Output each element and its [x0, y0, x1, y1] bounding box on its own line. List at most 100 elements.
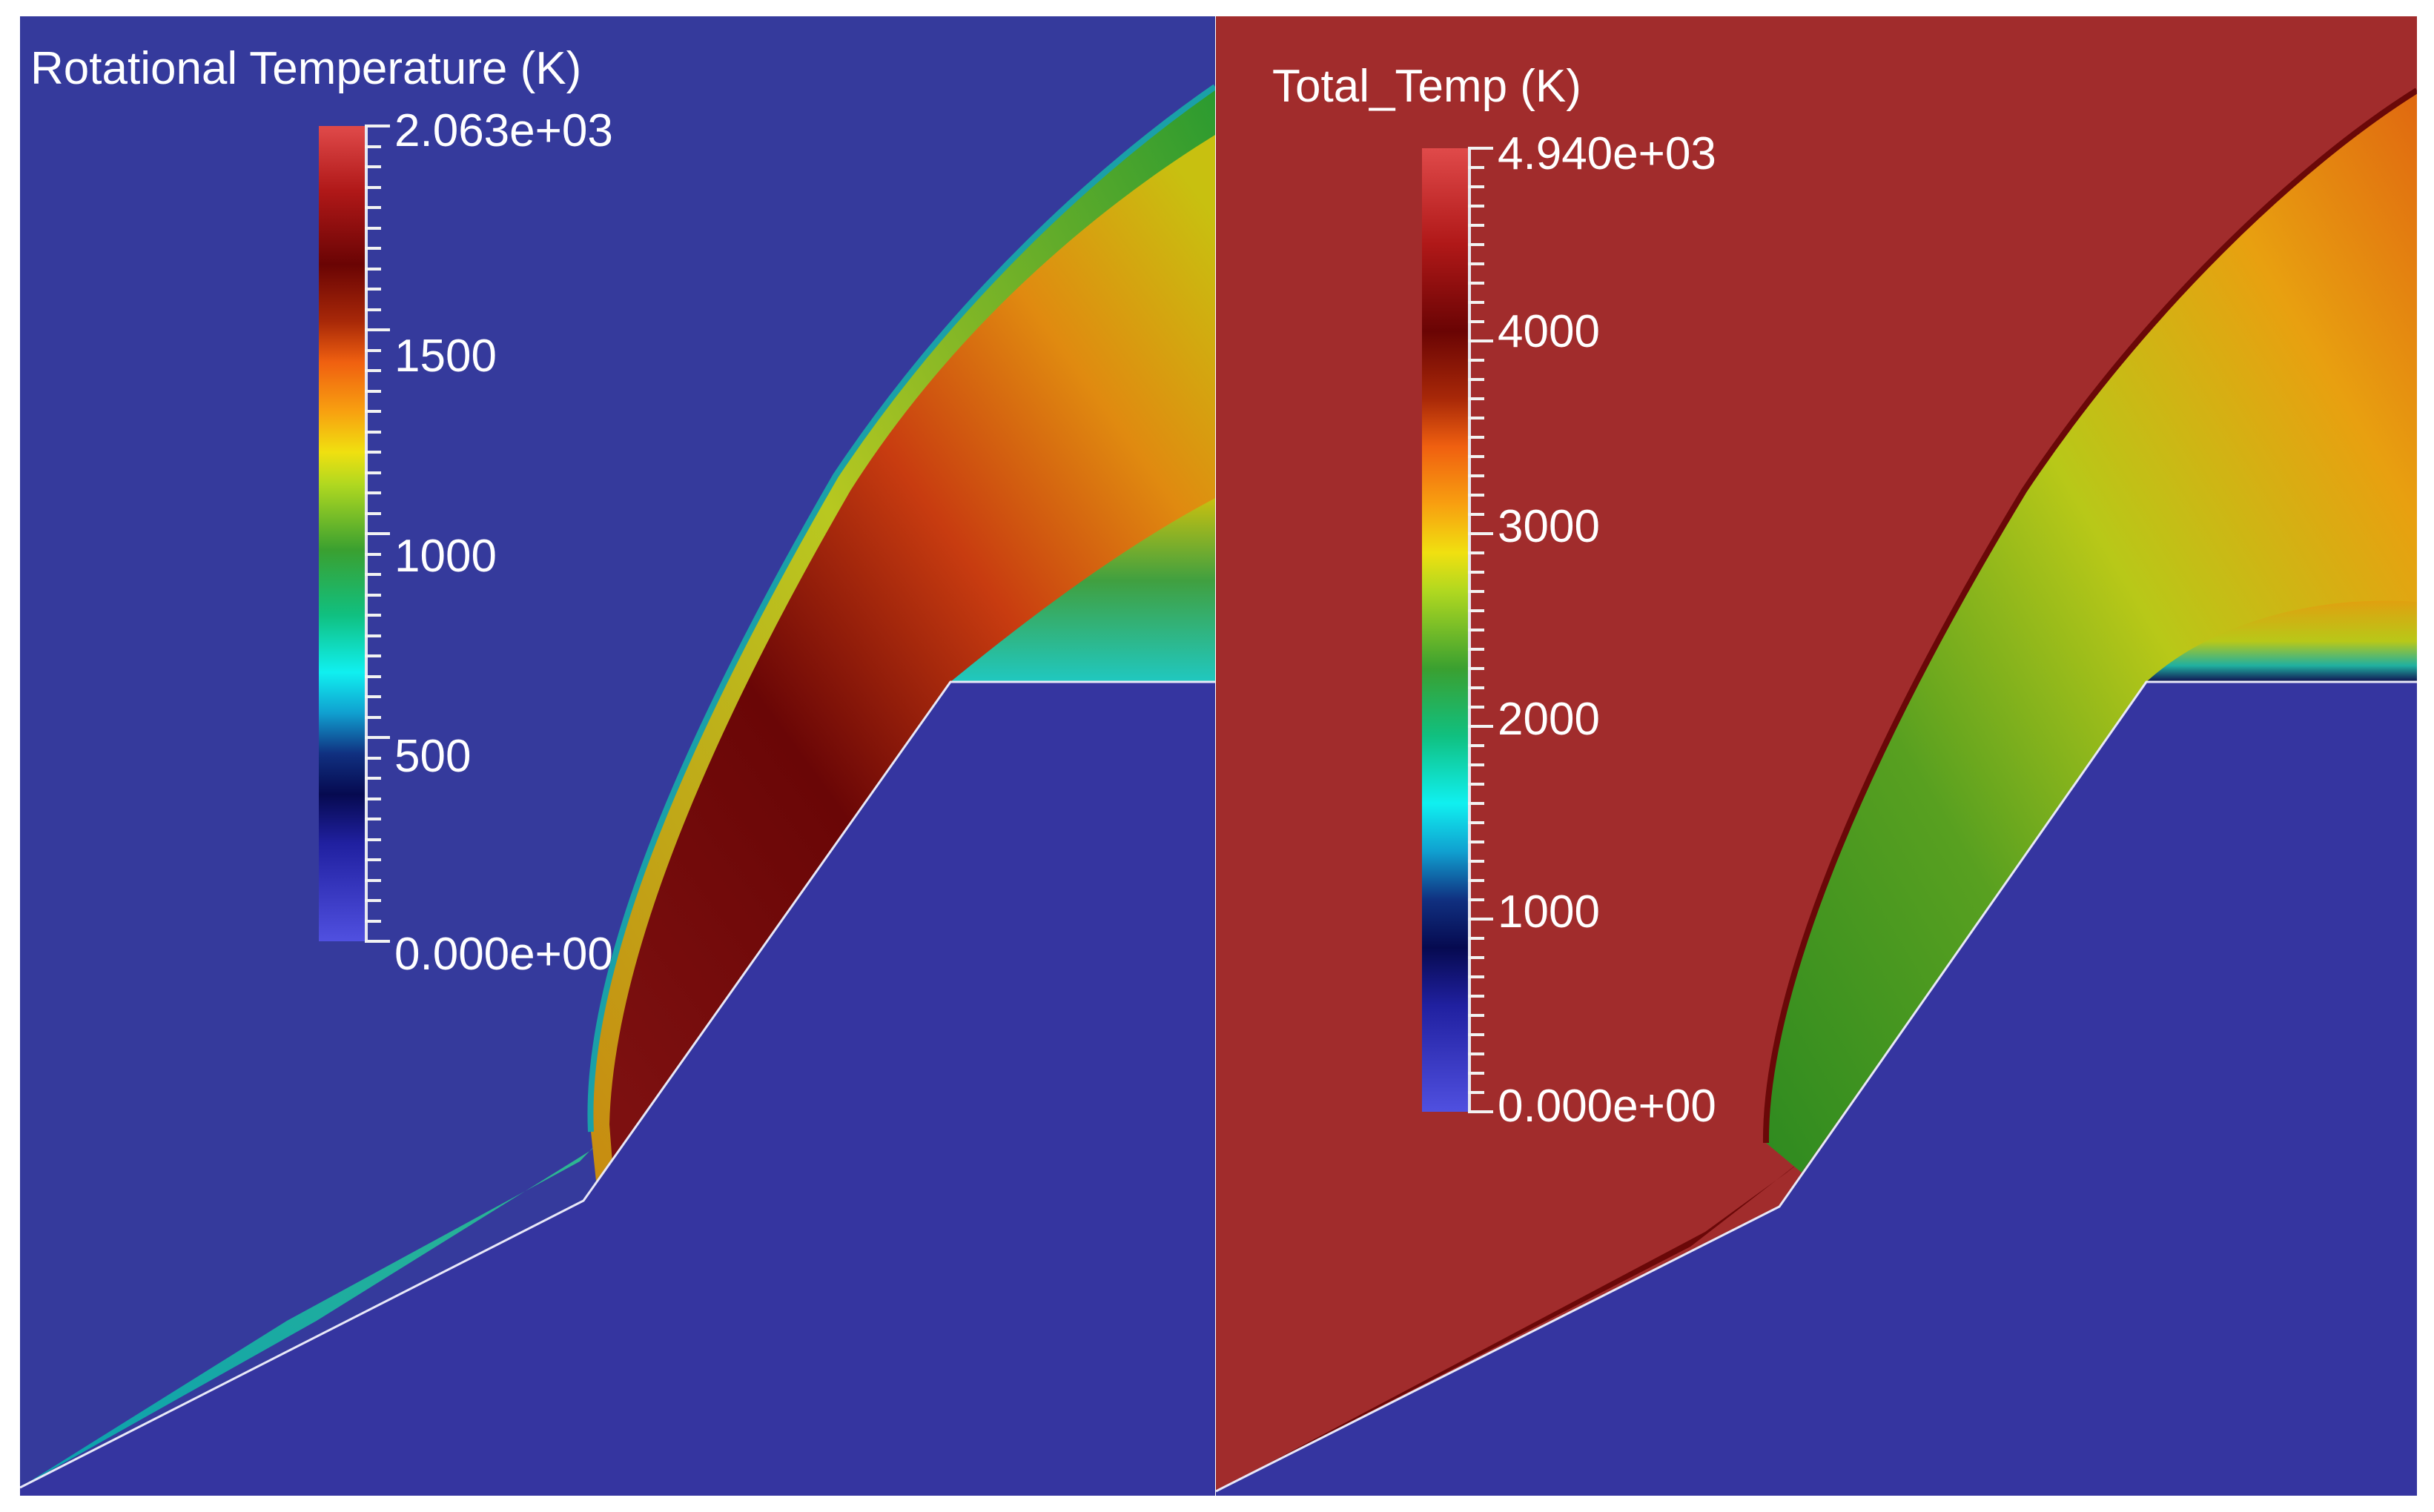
colorbar-tick [365, 797, 381, 800]
colorbar-tick [1468, 744, 1484, 747]
total-colorbar-label-3000: 3000 [1498, 501, 1600, 552]
colorbar-tick [365, 165, 381, 168]
colorbar-tick [1468, 532, 1493, 535]
colorbar-tick [1468, 995, 1484, 998]
colorbar-tick [1468, 147, 1493, 150]
colorbar-tick [365, 777, 381, 780]
colorbar-tick [1468, 802, 1484, 805]
colorbar-tick [1468, 879, 1484, 882]
colorbar-tick [1468, 590, 1484, 593]
colorbar-tick [1468, 1033, 1484, 1036]
colorbar-tick [365, 328, 390, 331]
colorbar-tick [365, 511, 381, 515]
colorbar-tick [1468, 763, 1484, 766]
colorbar-tick [1468, 571, 1484, 574]
body-wall [20, 680, 1215, 1489]
total-temperature-panel: Total_Temp (K) 4.940e+03 4000 3000 2000 … [1216, 16, 2417, 1496]
colorbar-tick [1468, 339, 1493, 342]
colorbar-tick [1468, 860, 1484, 863]
colorbar-tick [365, 369, 381, 372]
rotational-colorbar-gradient [319, 126, 365, 941]
colorbar-tick [365, 348, 381, 352]
colorbar-tick [365, 552, 381, 556]
colorbar-tick [365, 491, 381, 494]
colorbar-tick [1468, 609, 1484, 612]
total-temperature-colorbar [1422, 148, 1471, 1112]
colorbar-tick [1468, 166, 1484, 169]
rotational-colorbar-label-max: 2.063e+03 [394, 105, 613, 156]
colorbar-tick [1468, 455, 1484, 458]
hot-plume-region [609, 135, 1215, 1173]
colorbar-tick [365, 451, 381, 454]
body-geometry [20, 682, 1215, 1496]
colorbar-tick [365, 430, 381, 434]
body-geometry [1216, 682, 2417, 1496]
total-colorbar-label-max: 4.940e+03 [1498, 128, 1716, 179]
colorbar-tick [1468, 243, 1484, 246]
colorbar-tick [1468, 1014, 1484, 1017]
colorbar-tick [365, 573, 381, 576]
total-temperature-field [1216, 16, 2417, 1496]
colorbar-tick [1468, 378, 1484, 381]
rotational-colorbar-label-1500: 1500 [394, 331, 497, 382]
body-wall [1216, 680, 2417, 1493]
colorbar-tick [1468, 1091, 1484, 1094]
colorbar-tick [1468, 513, 1484, 516]
rotational-temperature-panel: Rotational Temperature (K) 2.063e+03 150… [20, 16, 1215, 1496]
colorbar-tick [1468, 840, 1484, 843]
colorbar-tick [1468, 1110, 1493, 1113]
colorbar-tick [365, 878, 381, 882]
colorbar-tick [1468, 474, 1484, 477]
colorbar-tick [365, 593, 381, 597]
colorbar-tick [1468, 898, 1484, 901]
colorbar-tick [1468, 629, 1484, 631]
rotational-temperature-title: Rotational Temperature (K) [30, 43, 582, 94]
colorbar-tick [365, 125, 390, 127]
colorbar-tick [365, 532, 390, 535]
colorbar-tick [1468, 706, 1484, 709]
colorbar-tick [365, 410, 381, 413]
total-colorbar-label-min: 0.000e+00 [1498, 1081, 1716, 1132]
colorbar-tick [365, 614, 381, 617]
colorbar-tick [1468, 224, 1484, 227]
expansion-region [2146, 600, 2417, 682]
colorbar-tick [365, 308, 381, 311]
colorbar-tick [365, 247, 381, 250]
rotational-temperature-field [20, 16, 1215, 1496]
colorbar-tick [365, 919, 381, 923]
expansion-region [950, 498, 1215, 682]
colorbar-tick [1468, 185, 1484, 188]
colorbar-tick [1468, 205, 1484, 208]
total-colorbar-label-2000: 2000 [1498, 694, 1600, 745]
total-temperature-title: Total_Temp (K) [1272, 61, 1581, 112]
colorbar-tick [1468, 301, 1484, 304]
rotational-temperature-colorbar [319, 126, 368, 941]
colorbar-tick [365, 267, 381, 271]
colorbar-tick [365, 389, 381, 393]
colorbar-tick [365, 736, 390, 739]
colorbar-tick [365, 818, 381, 820]
rotational-colorbar-label-min: 0.000e+00 [394, 929, 613, 980]
total-colorbar-gradient [1422, 148, 1468, 1112]
colorbar-tick [365, 226, 381, 230]
colorbar-tick [365, 471, 381, 474]
colorbar-tick [1468, 648, 1484, 651]
colorbar-tick [1468, 1052, 1484, 1055]
colorbar-tick [1468, 686, 1484, 689]
colorbar-tick [1468, 436, 1484, 439]
colorbar-tick [1468, 725, 1493, 728]
colorbar-tick [365, 145, 381, 148]
colorbar-tick [365, 695, 381, 698]
colorbar-tick [1468, 417, 1484, 420]
colorbar-tick [1468, 821, 1484, 824]
colorbar-tick [1468, 551, 1484, 554]
rotational-colorbar-label-1000: 1000 [394, 531, 497, 582]
rotational-colorbar-label-500: 500 [394, 731, 472, 782]
colorbar-tick [365, 654, 381, 657]
colorbar-tick [365, 185, 381, 189]
colorbar-tick [1468, 975, 1484, 978]
colorbar-tick [365, 940, 390, 943]
colorbar-tick [1468, 494, 1484, 497]
colorbar-tick [1468, 956, 1484, 959]
colorbar-tick [1468, 397, 1484, 400]
